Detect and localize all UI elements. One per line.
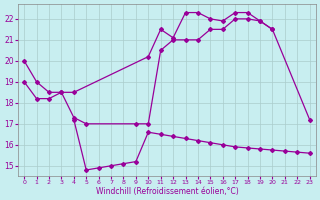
X-axis label: Windchill (Refroidissement éolien,°C): Windchill (Refroidissement éolien,°C): [96, 187, 238, 196]
